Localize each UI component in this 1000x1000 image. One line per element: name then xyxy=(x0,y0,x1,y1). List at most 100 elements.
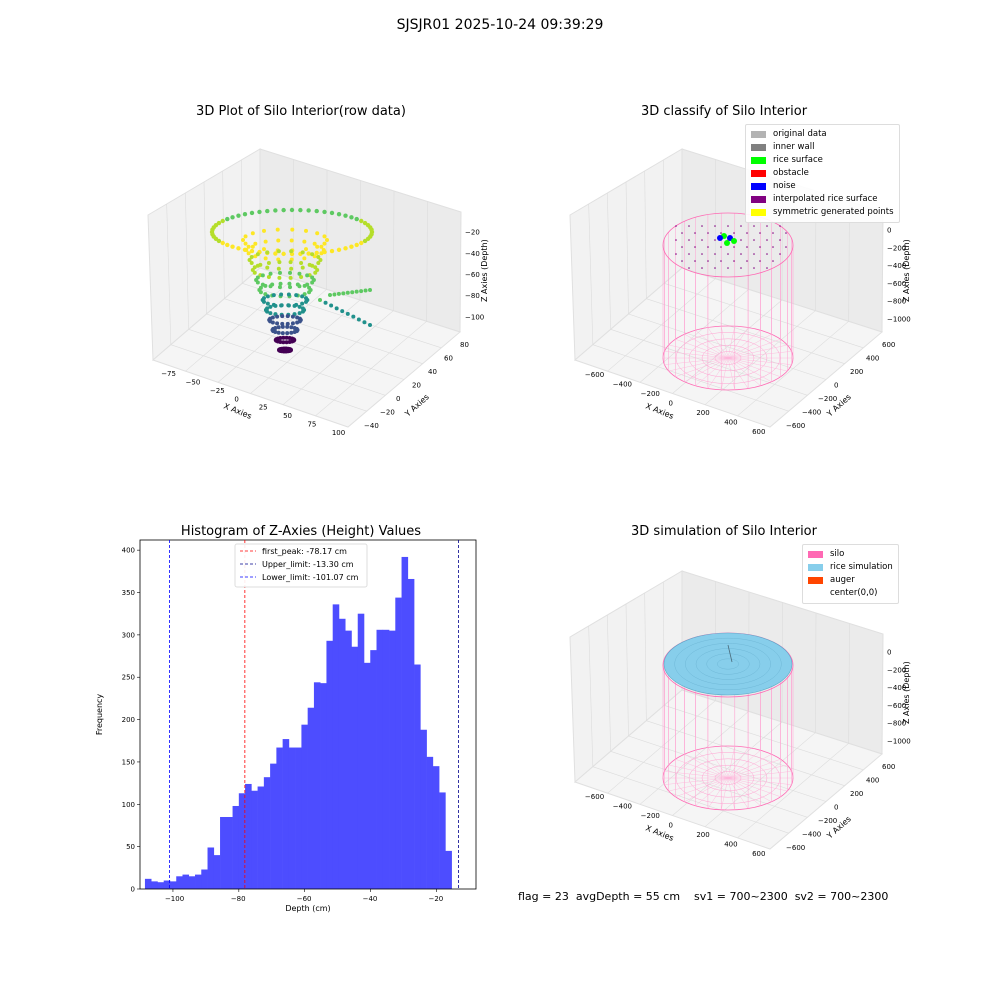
grid-line xyxy=(644,170,647,299)
legend-entry: obstacle xyxy=(751,167,894,180)
data-point xyxy=(291,337,296,342)
data-point xyxy=(304,247,308,252)
data-point xyxy=(318,258,323,262)
data-point xyxy=(359,289,364,294)
y-tick-label: 60 xyxy=(444,354,453,362)
data-point xyxy=(285,331,290,336)
data-point xyxy=(288,270,293,275)
silo-bottom-spoke xyxy=(721,357,729,390)
grid-line xyxy=(359,180,361,301)
legend-swatch xyxy=(751,196,766,203)
data-point xyxy=(244,248,249,252)
z-tick-label: −200 xyxy=(887,666,906,674)
histogram-bar xyxy=(326,640,334,889)
data-point xyxy=(243,234,248,239)
data-point xyxy=(268,271,273,276)
interpolated-point xyxy=(740,267,742,269)
data-point xyxy=(281,251,286,257)
data-point xyxy=(270,315,275,320)
data-point xyxy=(286,303,291,308)
legend-entry: center(0,0) xyxy=(808,587,893,600)
data-point xyxy=(286,292,291,297)
y-tick-label: −20 xyxy=(380,409,395,417)
interpolated-point xyxy=(701,225,703,227)
data-point xyxy=(307,262,312,267)
data-point xyxy=(290,227,295,232)
interpolated-point xyxy=(714,239,716,241)
histogram-bar xyxy=(426,756,434,889)
data-point xyxy=(322,241,327,246)
x-tick-label: −100 xyxy=(165,895,184,903)
grid-line xyxy=(815,612,817,733)
legend-label: inner wall xyxy=(773,142,815,152)
histogram-bar xyxy=(364,662,371,889)
data-point xyxy=(249,248,255,254)
data-point xyxy=(329,248,335,254)
data-point xyxy=(322,209,327,215)
interpolated-point xyxy=(746,260,748,262)
data-point xyxy=(299,261,304,266)
silo-bottom-spoke xyxy=(727,351,792,359)
x-axis-label: Depth (cm) xyxy=(285,904,330,913)
data-point xyxy=(288,347,293,352)
data-point xyxy=(316,254,321,259)
interpolated-point xyxy=(759,232,761,234)
simulation-legend: silo rice simulation auger center(0,0) xyxy=(802,544,899,604)
histogram-bar xyxy=(445,850,452,889)
histogram-bar xyxy=(282,739,290,889)
data-point xyxy=(323,300,328,305)
x-tick-label: 100 xyxy=(332,429,345,437)
data-point xyxy=(368,323,372,327)
data-point xyxy=(249,254,254,259)
data-point xyxy=(289,249,294,254)
data-point xyxy=(258,285,263,290)
interpolated-point xyxy=(727,267,729,269)
legend-label: auger xyxy=(830,575,855,585)
y-tick-label: −400 xyxy=(802,831,821,839)
interpolated-point xyxy=(681,260,683,262)
data-point xyxy=(356,317,361,322)
x-tick-label: 0 xyxy=(669,822,673,830)
data-point xyxy=(299,274,304,279)
legend-label: symmetric generated points xyxy=(773,207,894,217)
data-point xyxy=(276,238,281,243)
y-axis-label: Y Axies xyxy=(403,392,431,419)
y-tick-label: −400 xyxy=(802,409,821,417)
histogram-bar xyxy=(245,783,252,889)
x-tick-label: −400 xyxy=(613,380,632,388)
data-point xyxy=(273,303,278,308)
legend-entry: inner wall xyxy=(751,141,894,154)
data-point xyxy=(261,296,266,301)
y-tick-label: 600 xyxy=(882,341,895,349)
data-point xyxy=(315,231,320,236)
data-point xyxy=(341,291,346,296)
simulation-silo xyxy=(662,632,794,811)
data-point xyxy=(249,210,255,216)
histogram-bar xyxy=(195,874,202,889)
data-point xyxy=(260,273,265,278)
silo-bottom-spoke xyxy=(727,357,761,386)
histogram-bar xyxy=(144,878,152,889)
interpolated-point xyxy=(753,267,755,269)
interpolated-point xyxy=(733,246,735,248)
y-tick-label: 400 xyxy=(866,354,879,362)
data-point xyxy=(302,283,307,288)
data-point xyxy=(278,335,283,340)
z-tick-label: −100 xyxy=(465,313,484,321)
legend-label: noise xyxy=(773,181,796,191)
legend-entry: interpolated rice surface xyxy=(751,193,894,206)
data-point xyxy=(321,248,326,252)
grid-line xyxy=(644,592,647,721)
silo-bottom-spoke xyxy=(727,771,792,779)
interpolated-point xyxy=(779,239,781,241)
y-tick-label: 0 xyxy=(396,395,400,403)
data-point xyxy=(276,330,281,335)
y-tick-label: 100 xyxy=(122,801,135,809)
silo-bottom-spoke xyxy=(695,357,729,386)
data-point xyxy=(295,320,300,325)
silo-bottom-spoke xyxy=(675,759,729,779)
legend-swatch xyxy=(751,144,766,151)
data-point xyxy=(265,301,270,306)
histogram-bar xyxy=(313,682,321,889)
classified-point xyxy=(731,238,737,244)
